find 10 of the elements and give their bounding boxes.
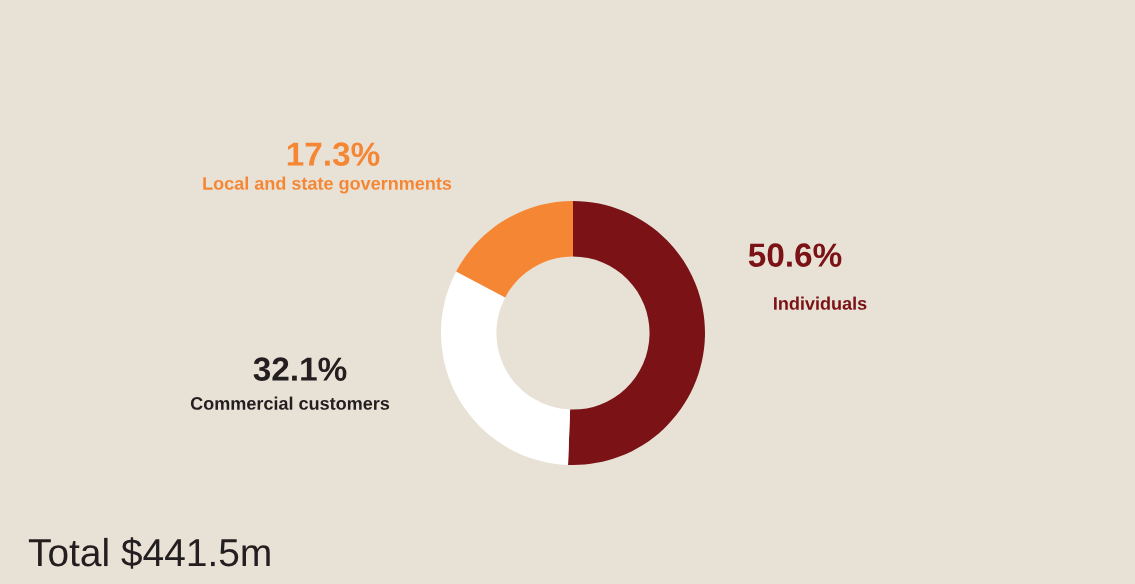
text: Total $441.5m <box>28 537 270 569</box>
data-label: 17.3% <box>287 142 380 166</box>
slice-label: Individuals <box>774 296 867 310</box>
donut-slice <box>456 201 573 298</box>
donut-slice <box>568 201 705 465</box>
data-label: 50.6% <box>748 243 842 267</box>
slice-label: Commercial customers <box>190 396 390 410</box>
data-label: 32.1% <box>253 357 347 381</box>
donut-slice <box>441 271 571 465</box>
slice-label: Local and state governments <box>203 176 452 194</box>
